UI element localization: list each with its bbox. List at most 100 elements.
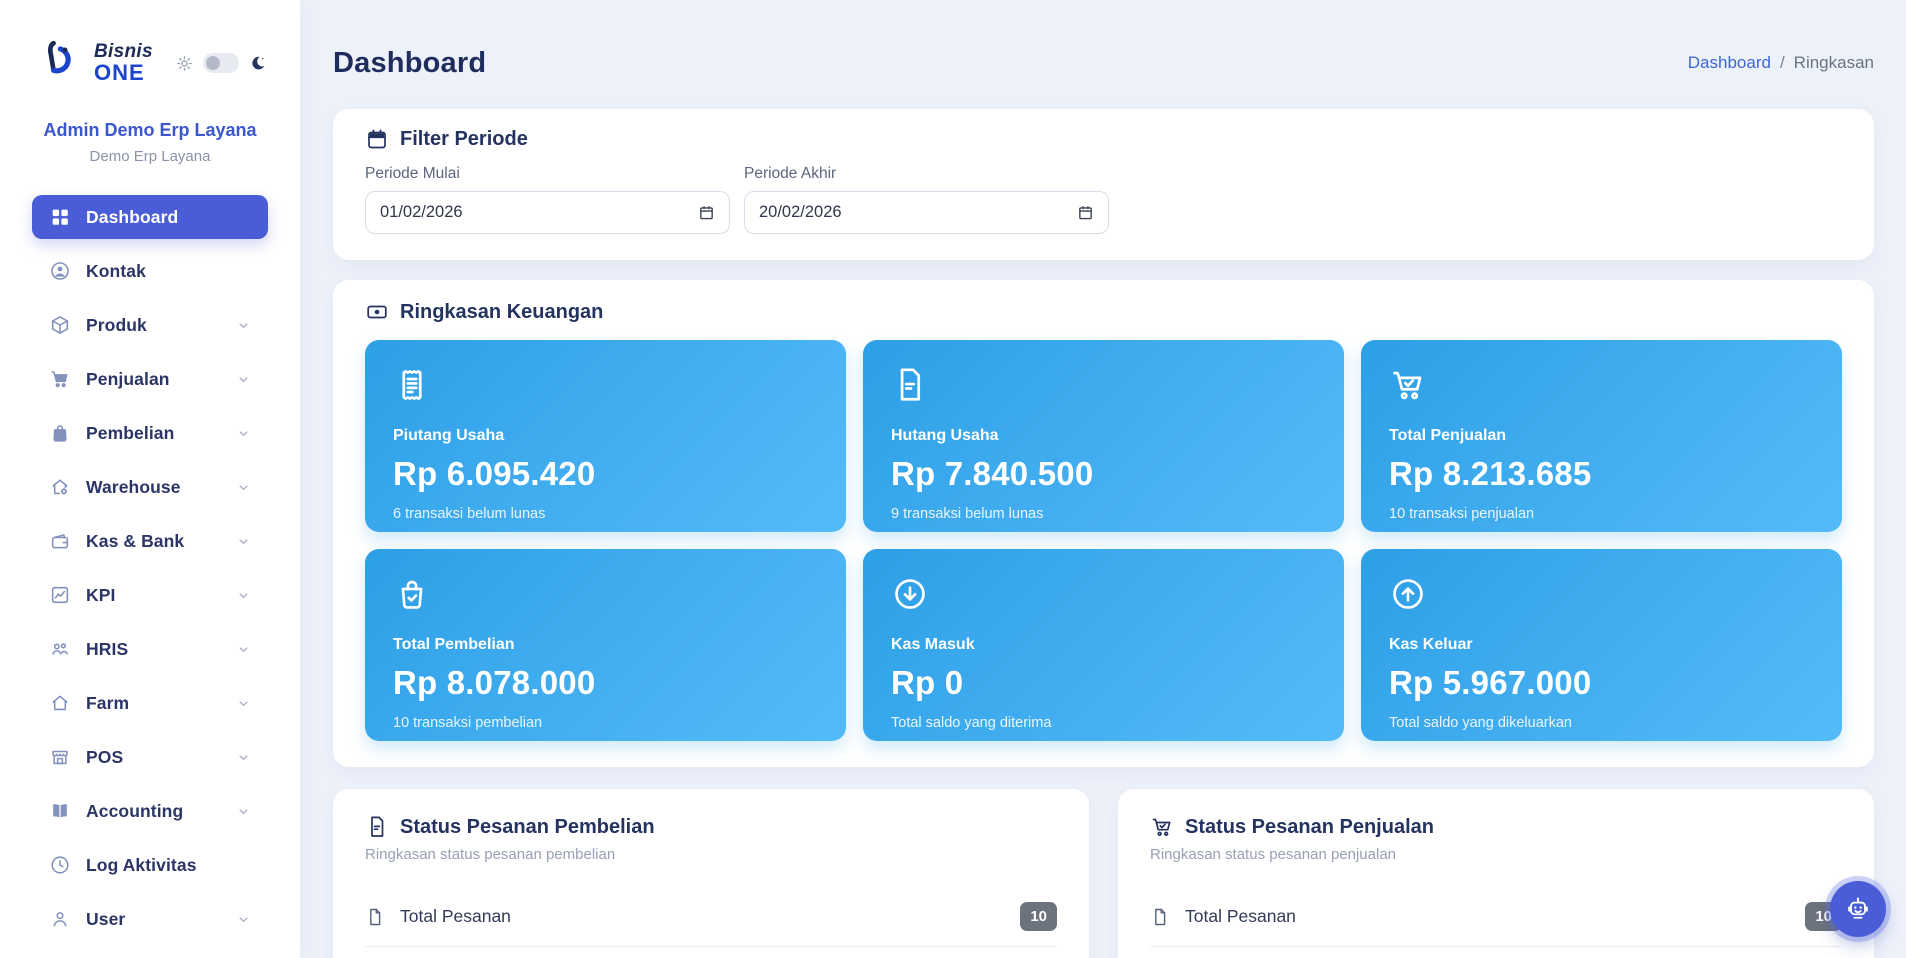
periode-akhir-value: 20/02/2026 (759, 203, 842, 221)
finance-card-value: Rp 0 (891, 664, 964, 701)
finance-card-kas-keluar: Kas Keluar Rp 5.967.000 Total saldo yang… (1361, 549, 1842, 741)
main-content: Dashboard Dashboard / Ringkasan Filter P… (300, 0, 1906, 958)
chevron-down-icon (236, 318, 251, 333)
sidebar-item-hris[interactable]: HRIS (32, 627, 268, 671)
finance-card-subtitle: Total saldo yang diterima (891, 715, 1052, 731)
breadcrumb-separator: / (1779, 53, 1785, 72)
shop-icon (49, 746, 71, 768)
brand-name-top: Bisnis (94, 41, 153, 62)
cash-icon (365, 300, 389, 324)
finance-card-label: Total Pembelian (393, 636, 515, 653)
theme-toggle[interactable] (202, 53, 239, 73)
status-pesanan-penjualan-card: Status Pesanan Penjualan Ringkasan statu… (1118, 789, 1874, 958)
finance-card-label: Kas Masuk (891, 636, 975, 653)
status-pembelian-subtitle: Ringkasan status pesanan pembelian (365, 846, 616, 863)
brand-row: Bisnis ONE (0, 28, 300, 98)
finance-card-subtitle: 10 transaksi pembelian (393, 715, 543, 731)
brand-name-bottom: ONE (94, 60, 145, 85)
cart-check-icon (1389, 366, 1427, 404)
periode-mulai-input[interactable]: 01/02/2026 (365, 191, 730, 234)
breadcrumb-link-dashboard[interactable]: Dashboard (1687, 53, 1771, 72)
count-badge: 10 (1020, 902, 1057, 931)
status-row-total-pesanan: Total Pesanan 10 (1150, 887, 1842, 947)
chevron-down-icon (236, 912, 251, 927)
sidebar-item-produk[interactable]: Produk (32, 303, 268, 347)
breadcrumb: Dashboard / Ringkasan (1688, 53, 1874, 73)
periode-mulai-field: Periode Mulai 01/02/2026 (365, 165, 730, 234)
chart-line-icon (49, 584, 71, 606)
finance-card-piutang-usaha: Piutang Usaha Rp 6.095.420 6 transaksi b… (365, 340, 846, 532)
periode-mulai-label: Periode Mulai (365, 165, 460, 182)
assistant-fab[interactable] (1830, 881, 1886, 937)
date-picker-icon[interactable] (698, 204, 715, 221)
finance-card-subtitle: 10 transaksi penjualan (1389, 506, 1535, 522)
profile-name: Admin Demo Erp Layana (43, 120, 257, 140)
box-icon (49, 314, 71, 336)
finance-card-label: Kas Keluar (1389, 636, 1473, 653)
theme-switcher (175, 53, 267, 73)
wallet-icon (49, 530, 71, 552)
file-icon (365, 907, 385, 927)
sidebar-item-warehouse[interactable]: Warehouse (32, 465, 268, 509)
user-profile: Admin Demo Erp Layana Demo Erp Layana (0, 120, 300, 165)
sidebar-item-penjualan[interactable]: Penjualan (32, 357, 268, 401)
finance-card-hutang-usaha: Hutang Usaha Rp 7.840.500 9 transaksi be… (863, 340, 1344, 532)
finance-card-total-pembelian: Total Pembelian Rp 8.078.000 10 transaks… (365, 549, 846, 741)
periode-mulai-value: 01/02/2026 (380, 203, 463, 221)
finance-card-kas-masuk: Kas Masuk Rp 0 Total saldo yang diterima (863, 549, 1344, 741)
chevron-down-icon (236, 588, 251, 603)
sidebar-nav: Dashboard Kontak Produk Penjualan Pembel… (0, 195, 300, 941)
brand-logo[interactable]: Bisnis ONE (42, 38, 153, 88)
sidebar-item-pos[interactable]: POS (32, 735, 268, 779)
sidebar-item-dashboard[interactable]: Dashboard (32, 195, 268, 239)
page-title: Dashboard (333, 46, 487, 79)
breadcrumb-current: Ringkasan (1793, 53, 1874, 72)
people-icon (49, 638, 71, 660)
sidebar-item-accounting[interactable]: Accounting (32, 789, 268, 833)
chevron-down-icon (236, 480, 251, 495)
chevron-down-icon (236, 804, 251, 819)
sidebar: Bisnis ONE (0, 0, 300, 958)
bag-icon (49, 422, 71, 444)
sidebar-item-farm[interactable]: Farm (32, 681, 268, 725)
status-penjualan-rows: Total Pesanan 10 Pesanan Dikirim 0 (1150, 887, 1842, 958)
ringkasan-keuangan-title-row: Ringkasan Keuangan (365, 300, 1842, 324)
finance-card-total-penjualan: Total Penjualan Rp 8.213.685 10 transaks… (1361, 340, 1842, 532)
status-pembelian-rows: Total Pesanan 10 Pesanan Dikirim 0 (365, 887, 1057, 958)
sidebar-item-kontak[interactable]: Kontak (32, 249, 268, 293)
filter-periode-title-row: Filter Periode (365, 127, 1842, 151)
finance-card-label: Hutang Usaha (891, 427, 999, 444)
finance-card-value: Rp 5.967.000 (1389, 664, 1592, 701)
house-gear-icon (49, 476, 71, 498)
periode-akhir-field: Periode Akhir 20/02/2026 (744, 165, 1109, 234)
arrow-down-circle-icon (891, 575, 929, 613)
moon-icon (248, 54, 267, 73)
chevron-down-icon (236, 750, 251, 765)
sidebar-item-log-aktivitas[interactable]: Log Aktivitas (32, 843, 268, 887)
periode-akhir-input[interactable]: 20/02/2026 (744, 191, 1109, 234)
sidebar-item-pembelian[interactable]: Pembelian (32, 411, 268, 455)
user-icon (49, 908, 71, 930)
periode-akhir-label: Periode Akhir (744, 165, 837, 182)
finance-card-subtitle: 9 transaksi belum lunas (891, 506, 1044, 522)
sidebar-item-kas-bank[interactable]: Kas & Bank (32, 519, 268, 563)
person-circle-icon (49, 260, 71, 282)
file-icon (1150, 907, 1170, 927)
status-row-label: Total Pesanan (1185, 906, 1296, 926)
status-pesanan-pembelian-card: Status Pesanan Pembelian Ringkasan statu… (333, 789, 1089, 958)
chevron-down-icon (236, 642, 251, 657)
cart-icon (1150, 815, 1174, 839)
sun-icon (175, 54, 194, 73)
status-row-pesanan-dikirim: Pesanan Dikirim 0 (1150, 947, 1842, 958)
status-penjualan-title: Status Pesanan Penjualan (1185, 815, 1434, 838)
sidebar-item-kpi[interactable]: KPI (32, 573, 268, 617)
date-picker-icon[interactable] (1077, 204, 1094, 221)
sidebar-item-user[interactable]: User (32, 897, 268, 941)
file-text-icon (891, 366, 929, 404)
ringkasan-keuangan-card: Ringkasan Keuangan Piutang Usaha Rp 6.09… (333, 280, 1874, 767)
filter-fields: Periode Mulai 01/02/2026 Periode Akhir 2… (365, 165, 1842, 234)
bag-check-icon (393, 575, 431, 613)
finance-card-label: Total Penjualan (1389, 427, 1507, 444)
finance-card-label: Piutang Usaha (393, 427, 505, 444)
finance-card-value: Rp 8.078.000 (393, 664, 596, 701)
